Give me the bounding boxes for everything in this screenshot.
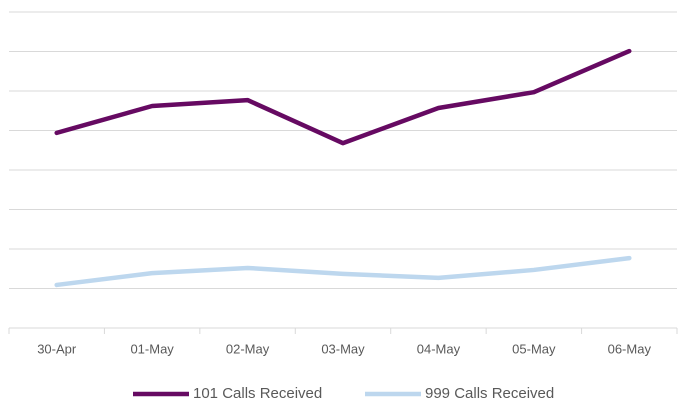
x-tick-label: 02-May xyxy=(226,341,270,356)
x-tick-label: 03-May xyxy=(321,341,365,356)
series-line xyxy=(54,255,632,288)
x-tick-label: 05-May xyxy=(512,341,556,356)
series-line xyxy=(54,48,632,146)
x-tick-label: 04-May xyxy=(417,341,461,356)
x-tick-label: 30-Apr xyxy=(37,341,77,356)
legend-label: 101 Calls Received xyxy=(193,385,322,402)
x-tick-label: 06-May xyxy=(608,341,652,356)
x-tick-label: 01-May xyxy=(130,341,174,356)
legend-label: 999 Calls Received xyxy=(425,385,554,402)
